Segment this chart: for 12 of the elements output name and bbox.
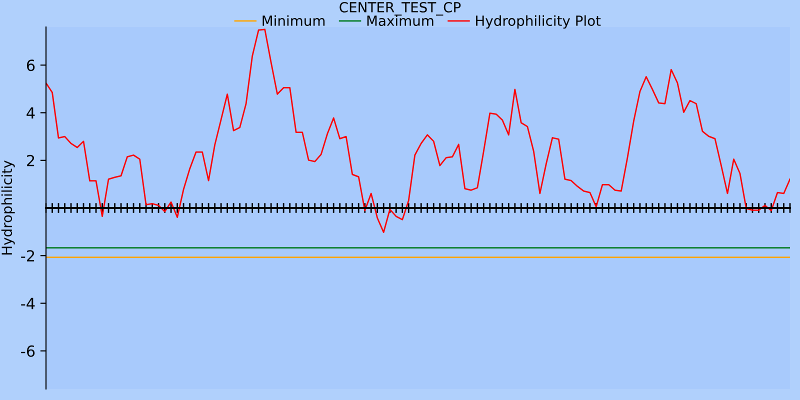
legend-label: Minimum <box>262 15 325 26</box>
y-tick-label: 6 <box>26 60 35 72</box>
legend-label: Hydrophilicity Plot <box>476 15 601 29</box>
y-tick-label: -6 <box>21 345 35 357</box>
y-axis-title: Hydrophilicity <box>1 160 15 255</box>
chart-title: CENTER_TEST_CP <box>340 2 461 16</box>
y-tick-label: -2 <box>21 250 34 262</box>
legend-label: Maximum <box>367 15 434 26</box>
y-tick-label: 4 <box>26 107 35 119</box>
y-tick-label: -4 <box>21 298 35 310</box>
line-series <box>46 28 790 233</box>
y-tick-label: 2 <box>26 154 34 166</box>
